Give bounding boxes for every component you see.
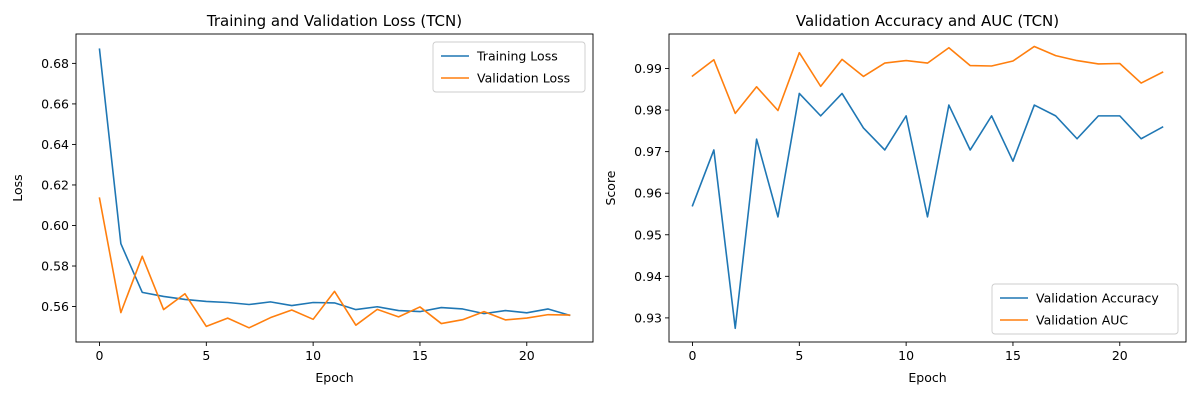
legend-label-1: Training Loss [476, 49, 558, 64]
y-tick-label: 0.62 [41, 177, 69, 192]
y-tick-label: 0.97 [634, 144, 662, 159]
axes-frame [75, 33, 594, 343]
y-tick-label: 0.99 [634, 61, 662, 76]
chart-title: Validation Accuracy and AUC (TCN) [796, 12, 1059, 30]
legend: Validation Accuracy Validation AUC [991, 283, 1179, 335]
x-tick-label: 15 [1005, 348, 1021, 363]
series-line-2 [691, 45, 1164, 115]
y-tick-label: 0.93 [634, 310, 662, 325]
y-axis-label: Loss [10, 174, 25, 201]
y-tick-label: 0.56 [41, 299, 69, 314]
x-tick-label: 10 [898, 348, 914, 363]
x-tick-label: 20 [1112, 348, 1128, 363]
x-tick-label: 5 [202, 348, 210, 363]
y-axis-label: Score [603, 170, 618, 205]
y-tick-label: 0.95 [634, 227, 662, 242]
x-axis-label: Epoch [908, 370, 946, 385]
chart-panel-1: Training and Validation Loss (TCN) 0 5 10 15… [10, 12, 594, 385]
chart-panel-2: Validation Accuracy and AUC (TCN) 0 5 10 15 2… [603, 12, 1187, 385]
y-tick-label: 0.66 [41, 96, 69, 111]
y-tick-label: 0.58 [41, 259, 69, 274]
x-tick-label: 0 [689, 348, 697, 363]
x-tick-label: 15 [412, 348, 428, 363]
y-tick-label: 0.96 [634, 186, 662, 201]
series-line-1 [691, 92, 1164, 330]
legend-box [432, 41, 586, 93]
legend-label-2: Validation Loss [477, 71, 570, 86]
y-tick-label: 0.68 [41, 56, 69, 71]
chart-panels: Training and Validation Loss (TCN) 0 5 10 15… [10, 12, 1187, 385]
y-tick-label: 0.60 [41, 218, 69, 233]
x-tick-label: 5 [795, 348, 803, 363]
x-tick-label: 0 [96, 348, 104, 363]
x-axis-label: Epoch [315, 370, 353, 385]
x-tick-label: 20 [519, 348, 535, 363]
x-tick-label: 10 [305, 348, 321, 363]
legend-label-1: Validation Accuracy [1036, 291, 1159, 306]
legend-box [991, 283, 1179, 335]
legend: Training Loss Validation Loss [432, 41, 586, 93]
y-tick-label: 0.94 [634, 269, 662, 284]
legend-label-2: Validation AUC [1036, 313, 1128, 328]
chart-title: Training and Validation Loss (TCN) [206, 12, 462, 30]
y-tick-label: 0.64 [41, 137, 69, 152]
series-line-2 [98, 197, 571, 329]
y-tick-label: 0.98 [634, 103, 662, 118]
axes-frame [668, 33, 1187, 343]
